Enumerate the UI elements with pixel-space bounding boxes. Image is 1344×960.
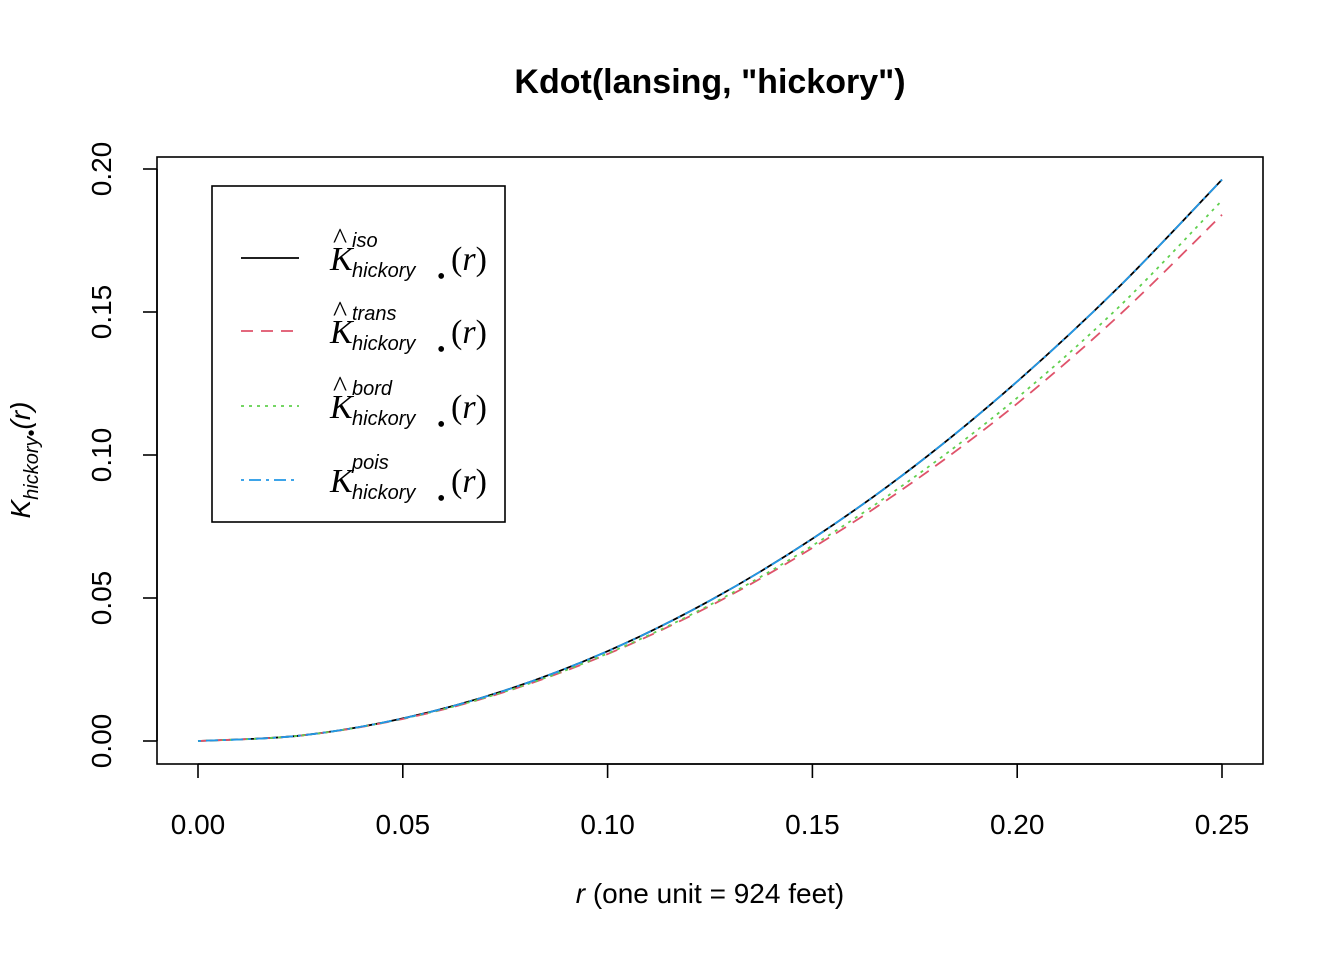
y-axis-label-arg: (r) bbox=[5, 401, 36, 429]
legend-hat: ^ bbox=[333, 370, 347, 403]
x-tick-label: 0.15 bbox=[785, 809, 840, 840]
legend-dot: • bbox=[437, 337, 445, 363]
legend-dot: • bbox=[437, 486, 445, 512]
x-tick-label: 0.10 bbox=[580, 809, 635, 840]
y-axis-label: Khickory•(r) bbox=[5, 401, 43, 518]
legend-symbol: K bbox=[329, 389, 355, 426]
x-tick-label: 0.05 bbox=[376, 809, 431, 840]
legend-sup: pois bbox=[351, 452, 389, 474]
x-axis-label: r (one unit = 924 feet) bbox=[576, 878, 845, 909]
series-line-trans bbox=[197, 214, 1223, 742]
x-axis-label-var: r bbox=[576, 878, 587, 909]
y-axis-label-sub: hickory bbox=[21, 435, 43, 499]
legend-dot: • bbox=[437, 412, 445, 438]
legend-symbol: K bbox=[329, 463, 355, 500]
legend-box bbox=[211, 185, 506, 523]
x-axis-label-text: (one unit = 924 feet) bbox=[585, 878, 844, 909]
legend-label-iso: K^ iso hickory • (r) bbox=[329, 222, 487, 290]
series-lines bbox=[197, 178, 1223, 742]
legend-arg: (r) bbox=[451, 389, 487, 426]
legend-label-bord: K^ bord hickory • (r) bbox=[329, 370, 487, 438]
legend-symbol: K bbox=[329, 314, 355, 351]
series-line-pois bbox=[197, 178, 1223, 742]
svg-text:Khickory•(r): Khickory•(r) bbox=[5, 401, 43, 518]
legend-dot: • bbox=[437, 264, 445, 290]
legend-hat: ^ bbox=[333, 222, 347, 255]
legend-label-trans: K^ trans hickory • (r) bbox=[329, 295, 487, 363]
y-tick-label: 0.00 bbox=[86, 714, 117, 769]
legend-sup: bord bbox=[352, 378, 393, 400]
legend-arg: (r) bbox=[451, 241, 487, 278]
chart-title: Kdot(lansing, "hickory") bbox=[514, 63, 905, 101]
legend-sup: iso bbox=[352, 230, 378, 252]
y-tick-label: 0.15 bbox=[86, 285, 117, 340]
x-axis: 0.00 0.05 0.10 0.15 0.20 0.25 bbox=[171, 763, 1250, 840]
legend-arg: (r) bbox=[451, 463, 487, 500]
legend-sub: hickory bbox=[352, 333, 416, 355]
legend-sub: hickory bbox=[352, 482, 416, 504]
y-axis-label-symbol: K bbox=[5, 499, 36, 519]
legend-sub: hickory bbox=[352, 408, 416, 430]
y-tick-label: 0.10 bbox=[86, 428, 117, 483]
legend-sup: trans bbox=[352, 303, 396, 325]
legend-symbol: K bbox=[329, 241, 355, 278]
y-tick-label: 0.20 bbox=[86, 142, 117, 197]
y-axis-label-dot: • bbox=[21, 429, 43, 436]
legend-sub: hickory bbox=[352, 260, 416, 282]
x-tick-label: 0.20 bbox=[990, 809, 1045, 840]
legend-hat: ^ bbox=[333, 295, 347, 328]
x-tick-label: 0.00 bbox=[171, 809, 226, 840]
y-axis: 0.00 0.05 0.10 0.15 0.20 bbox=[86, 142, 158, 769]
y-tick-label: 0.05 bbox=[86, 571, 117, 626]
legend-arg: (r) bbox=[451, 314, 487, 351]
x-tick-label: 0.25 bbox=[1195, 809, 1250, 840]
